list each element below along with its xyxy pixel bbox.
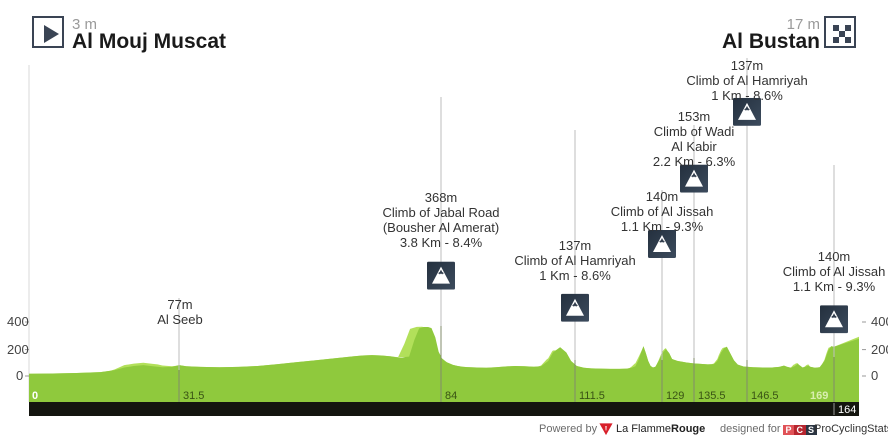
svg-text:0: 0 [32, 390, 38, 402]
svg-text:135.5: 135.5 [698, 390, 726, 402]
svg-text:129: 129 [666, 390, 684, 402]
svg-text:84: 84 [445, 390, 457, 402]
svg-text:164: 164 [838, 404, 856, 416]
svg-text:169: 169 [810, 390, 828, 402]
svg-text:111.5: 111.5 [579, 390, 605, 402]
svg-text:31.5: 31.5 [183, 390, 204, 402]
svg-text:146.5: 146.5 [751, 390, 779, 402]
